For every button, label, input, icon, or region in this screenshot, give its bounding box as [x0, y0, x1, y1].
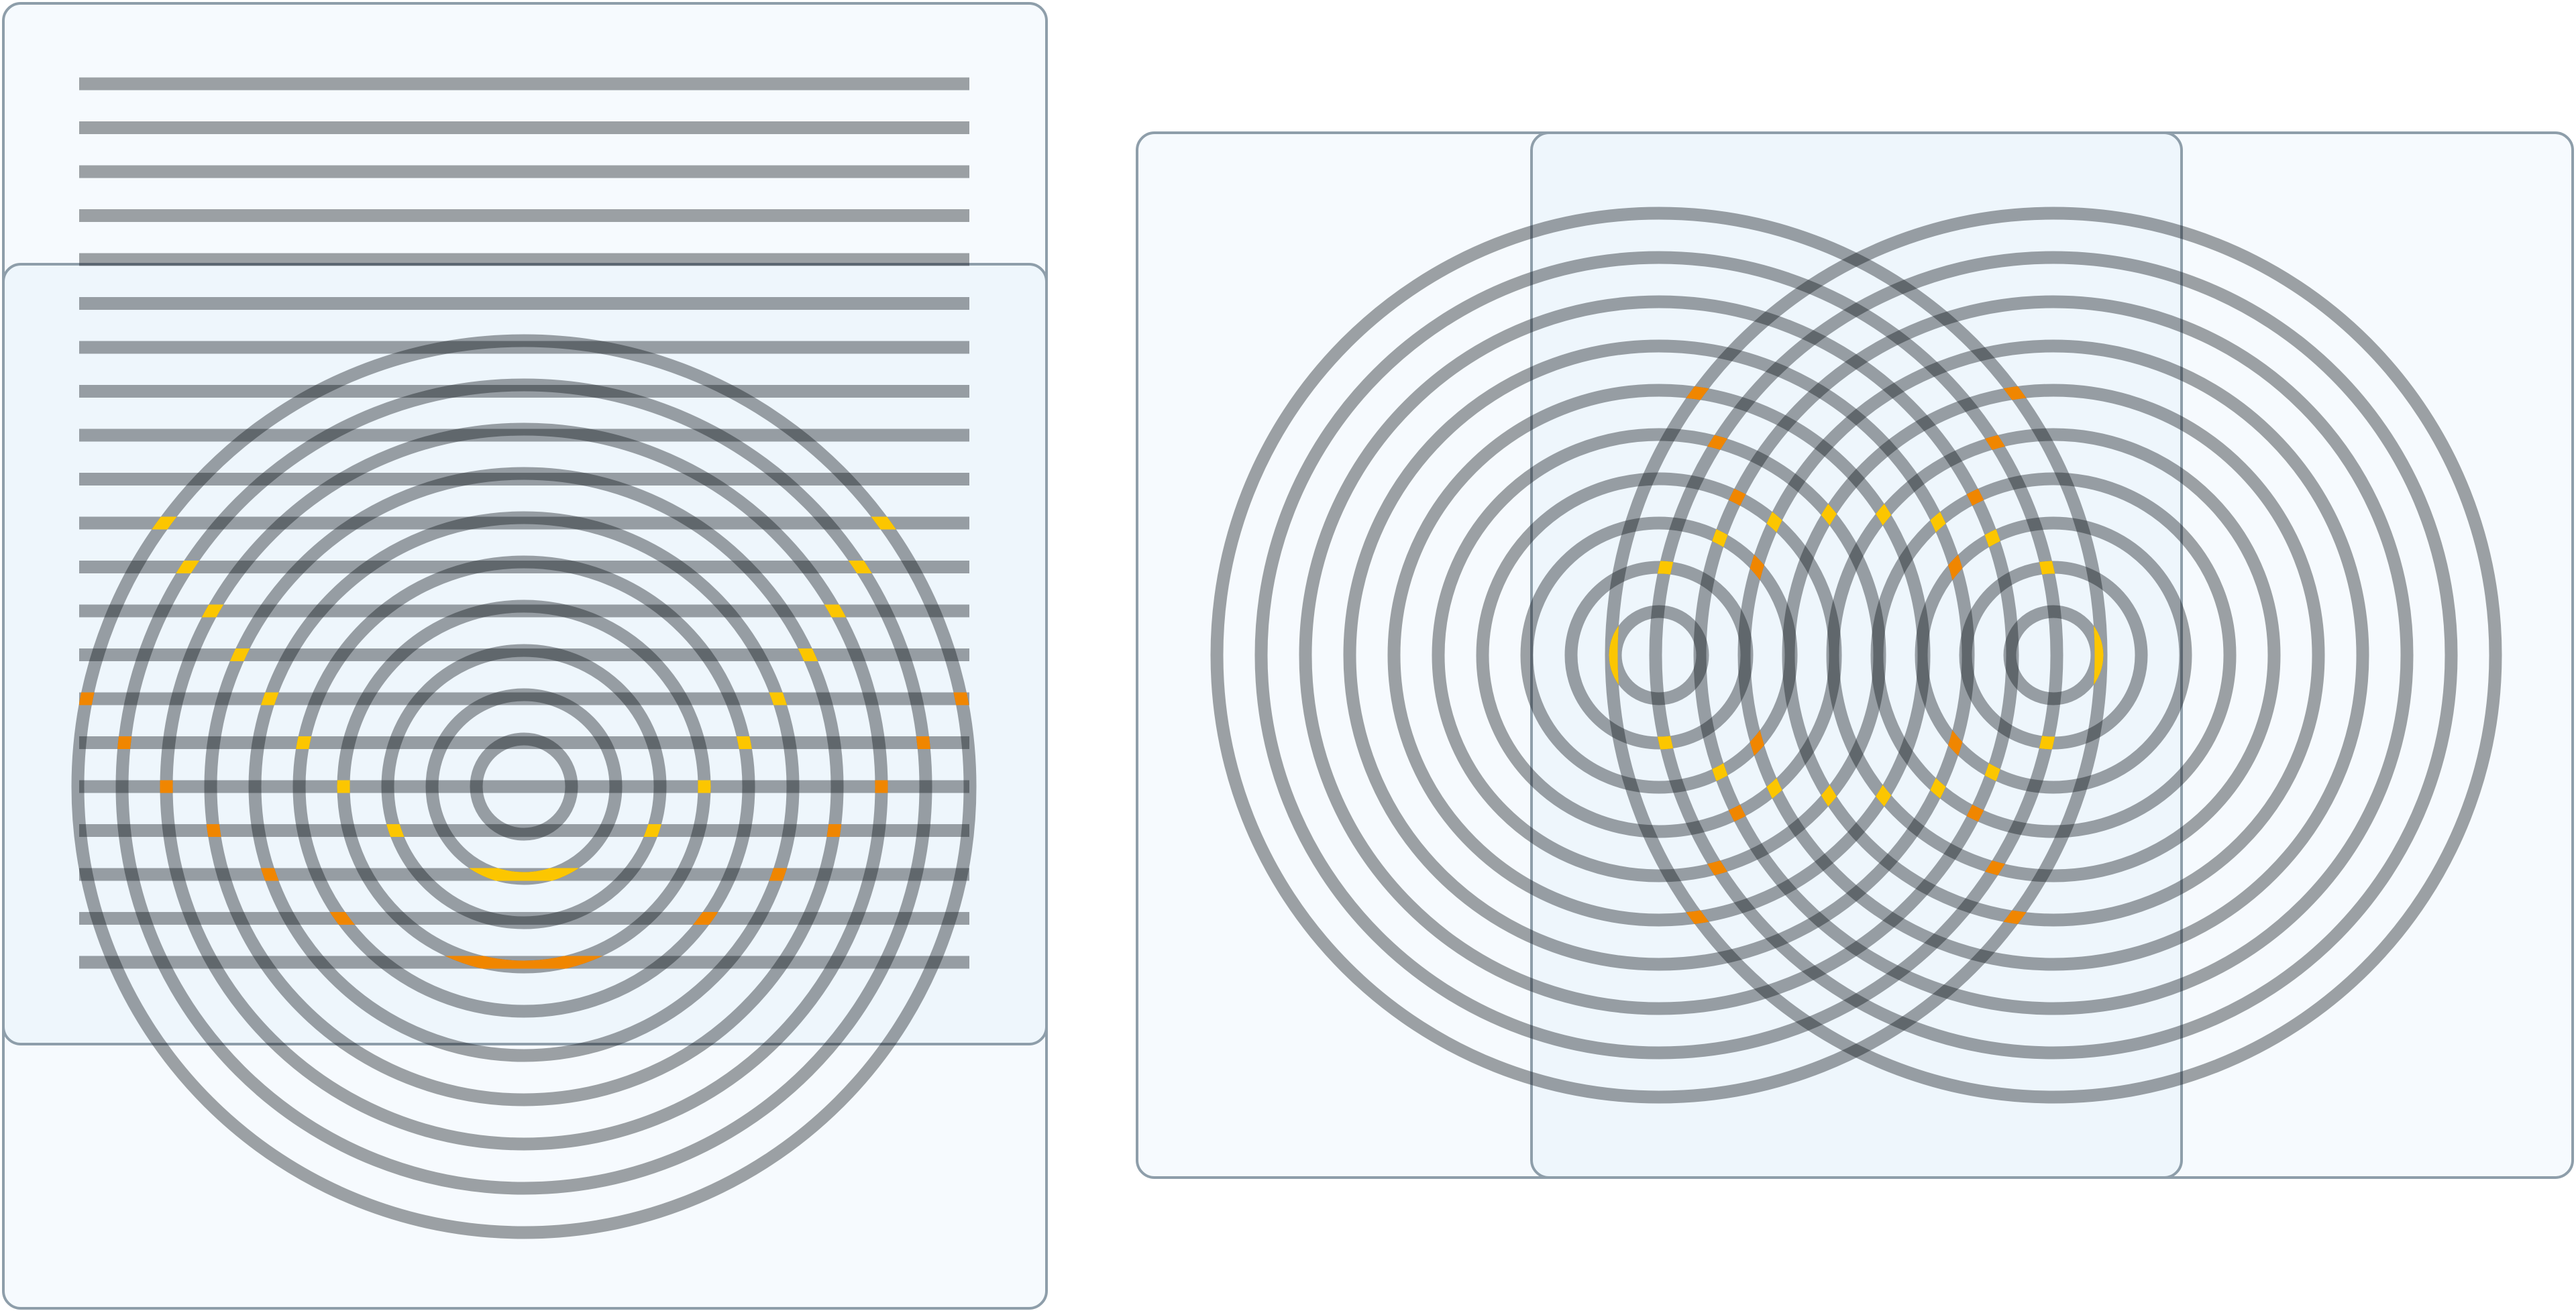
circle-ring-b	[1649, 251, 2458, 1060]
right-figure	[1136, 131, 2574, 1179]
intersection-highlight	[1609, 605, 1709, 705]
intersection-highlight	[1210, 207, 2108, 1104]
intersection-highlight	[1387, 384, 1931, 927]
intersection-highlight	[381, 644, 667, 929]
intersection-highlight	[1254, 251, 2063, 1060]
intersection-highlights	[1210, 207, 2108, 1104]
intersection-highlight	[1432, 428, 1886, 882]
intersection-highlight	[160, 422, 888, 1151]
left-figure	[2, 2, 1048, 1310]
intersection-highlight	[248, 511, 800, 1062]
intersection-highlight	[1343, 339, 1975, 971]
intersection-highlight	[204, 467, 844, 1106]
intersection-highlight	[292, 555, 755, 1018]
intersection-highlight	[425, 688, 623, 885]
intersection-highlight	[115, 378, 932, 1195]
intersection-highlight	[1564, 561, 1754, 750]
intersection-highlight	[470, 732, 578, 841]
intersection-highlight	[1476, 472, 1842, 838]
right-inner-panel	[1530, 131, 2183, 1179]
intersection-highlight	[1299, 295, 2019, 1015]
intersection-highlight	[337, 600, 711, 974]
intersection-highlights	[71, 334, 977, 1239]
intersection-highlight	[71, 334, 977, 1239]
intersection-highlight	[1520, 516, 1798, 794]
